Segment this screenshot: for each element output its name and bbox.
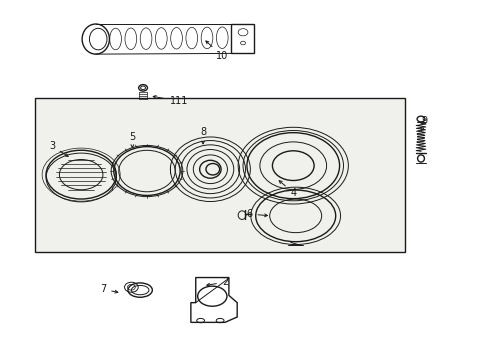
Text: 111: 111	[153, 95, 187, 106]
Text: 7: 7	[100, 284, 118, 294]
Text: 2: 2	[206, 277, 228, 287]
Text: 6: 6	[246, 209, 267, 219]
Bar	[35, 98, 405, 252]
Text: 4: 4	[279, 181, 296, 198]
Text: 8: 8	[200, 127, 206, 144]
Text: 10: 10	[205, 41, 228, 61]
Text: 5: 5	[129, 132, 135, 148]
Text: 9: 9	[420, 116, 427, 131]
Text: 3: 3	[49, 141, 68, 156]
